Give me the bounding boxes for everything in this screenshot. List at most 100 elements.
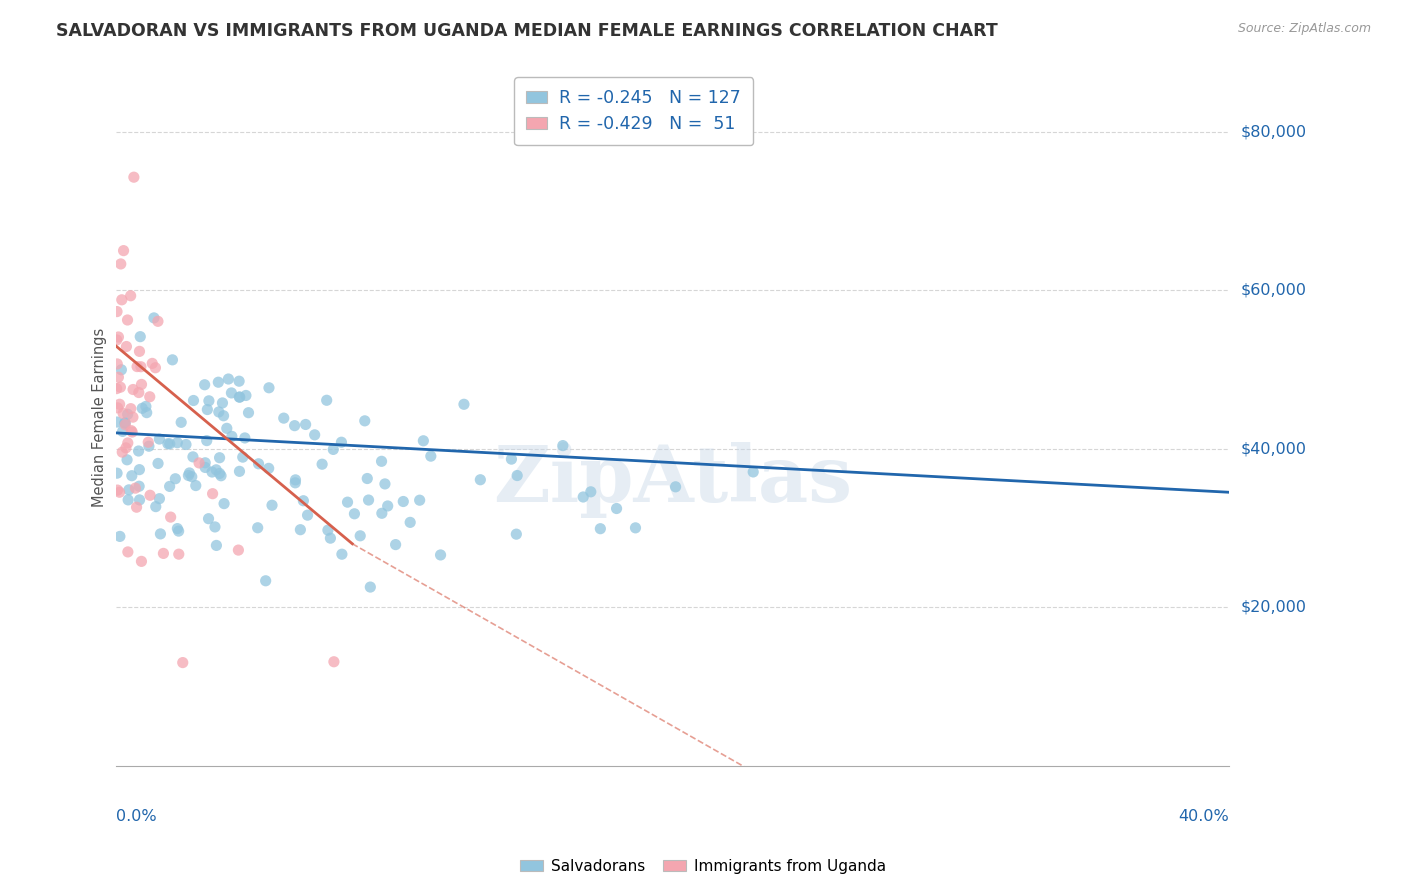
Point [159, 437, 181, 451]
Point [273, 411, 295, 425]
Point [247, 457, 270, 471]
Point [257, 461, 280, 475]
Point [105, 333, 128, 347]
Legend: Salvadorans, Immigrants from Uganda: Salvadorans, Immigrants from Uganda [515, 853, 891, 880]
Point [412, 434, 434, 448]
Point [167, 524, 190, 538]
Point [195, 434, 218, 448]
Point [208, 450, 231, 465]
Point [183, 393, 205, 408]
Text: ZipAtlas: ZipAtlas [494, 442, 852, 518]
Point [112, 244, 135, 258]
Point [114, 416, 136, 430]
Point [336, 495, 359, 509]
Text: $40,000: $40,000 [1240, 442, 1306, 456]
Point [127, 359, 149, 374]
Point [181, 450, 204, 464]
Point [215, 421, 238, 435]
Point [359, 580, 381, 594]
Point [297, 508, 319, 523]
Point [228, 374, 250, 388]
Point [110, 257, 132, 271]
Point [212, 497, 235, 511]
Point [353, 414, 375, 428]
Point [152, 546, 174, 560]
Point [107, 401, 129, 415]
Point [205, 538, 228, 552]
Point [195, 402, 218, 417]
Point [122, 383, 145, 397]
Point [131, 401, 153, 416]
Point [260, 498, 283, 512]
Point [205, 463, 228, 477]
Text: Source: ZipAtlas.com: Source: ZipAtlas.com [1237, 22, 1371, 36]
Point [143, 310, 166, 325]
Point [228, 390, 250, 404]
Point [166, 435, 188, 450]
Point [149, 527, 172, 541]
Point [146, 457, 169, 471]
Point [170, 415, 193, 429]
Point [162, 352, 184, 367]
Point [399, 516, 422, 530]
Point [174, 437, 197, 451]
Point [135, 400, 157, 414]
Point [105, 357, 128, 371]
Point [208, 467, 231, 481]
Point [128, 463, 150, 477]
Text: 0.0%: 0.0% [115, 809, 156, 824]
Point [110, 363, 132, 377]
Point [107, 483, 129, 497]
Y-axis label: Median Female Earnings: Median Female Earnings [93, 327, 107, 507]
Point [129, 329, 152, 343]
Point [201, 465, 224, 479]
Text: 40.0%: 40.0% [1178, 809, 1229, 824]
Point [221, 386, 243, 401]
Point [117, 436, 139, 450]
Point [322, 655, 344, 669]
Point [294, 417, 316, 432]
Point [108, 397, 131, 411]
Point [135, 406, 157, 420]
Point [232, 450, 254, 464]
Point [125, 500, 148, 515]
Point [201, 486, 224, 500]
Point [209, 468, 232, 483]
Point [139, 488, 162, 502]
Point [122, 410, 145, 425]
Point [217, 372, 239, 386]
Point [212, 409, 235, 423]
Point [284, 418, 307, 433]
Point [108, 529, 131, 543]
Point [122, 170, 145, 185]
Point [105, 415, 128, 429]
Point [304, 427, 326, 442]
Point [589, 522, 612, 536]
Point [110, 380, 132, 394]
Point [322, 442, 344, 457]
Point [197, 512, 219, 526]
Point [120, 289, 142, 303]
Point [120, 424, 142, 438]
Point [343, 507, 366, 521]
Point [166, 522, 188, 536]
Point [742, 465, 765, 479]
Point [156, 436, 179, 450]
Point [131, 554, 153, 568]
Point [233, 431, 256, 445]
Point [221, 429, 243, 443]
Point [115, 452, 138, 467]
Point [572, 490, 595, 504]
Point [180, 469, 202, 483]
Point [148, 491, 170, 506]
Point [453, 397, 475, 411]
Point [194, 377, 217, 392]
Point [115, 441, 138, 455]
Point [208, 405, 231, 419]
Point [105, 382, 128, 396]
Point [129, 359, 152, 374]
Point [319, 531, 342, 545]
Point [238, 406, 260, 420]
Point [315, 393, 337, 408]
Point [124, 481, 146, 495]
